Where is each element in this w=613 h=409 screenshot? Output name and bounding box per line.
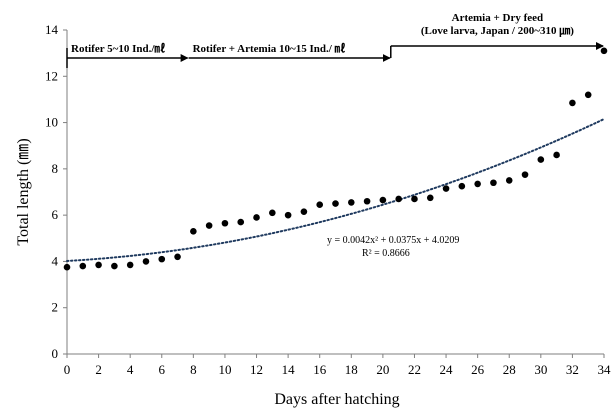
y-axis-title: Total length (㎜)	[15, 138, 32, 245]
data-point	[442, 185, 450, 192]
data-point	[237, 218, 245, 226]
data-point	[79, 262, 87, 270]
data-point	[284, 211, 292, 219]
data-point	[63, 263, 71, 271]
y-tick-label: 2	[52, 300, 59, 315]
x-tick-label: 18	[345, 362, 358, 377]
data-points	[63, 47, 608, 271]
data-point	[490, 179, 497, 187]
data-point	[584, 91, 592, 99]
data-point	[221, 219, 229, 227]
data-point	[316, 201, 324, 209]
data-point	[569, 99, 576, 107]
data-point	[347, 199, 355, 206]
y-tick-label: 0	[52, 346, 59, 361]
y-tick-label: 14	[45, 22, 59, 37]
data-point	[126, 261, 134, 269]
data-point	[363, 197, 371, 205]
x-axis-ticks: 0 2 4 6 8 10 12 14 16 18 20 22 24 26 28 30 32 34	[64, 354, 611, 377]
data-point	[332, 200, 339, 207]
trendline-group	[66, 118, 605, 262]
data-point	[553, 151, 560, 159]
y-tick-label: 12	[45, 68, 58, 83]
x-tick-label: 28	[503, 362, 516, 377]
x-tick-label: 4	[127, 362, 134, 377]
x-tick-label: 16	[313, 362, 327, 377]
y-tick-label: 10	[45, 115, 58, 130]
data-point	[300, 208, 308, 215]
trendline-r-squared: R² = 0.8666	[362, 248, 410, 259]
x-tick-label: 32	[566, 362, 579, 377]
data-point	[174, 253, 181, 261]
x-tick-label: 14	[282, 362, 296, 377]
x-tick-label: 12	[250, 362, 263, 377]
phase-label: Artemia + Dry feed	[452, 12, 543, 24]
y-tick-label: 4	[52, 253, 59, 268]
x-tick-label: 24	[440, 362, 454, 377]
x-tick-label: 34	[598, 362, 612, 377]
data-point	[205, 222, 213, 229]
phase-label: Rotifer 5~10 Ind./㎖	[71, 42, 165, 55]
y-tick-label: 8	[52, 161, 59, 176]
data-point	[521, 171, 529, 178]
data-point	[269, 209, 276, 217]
y-tick-label: 6	[52, 207, 59, 222]
trendline-equation: y = 0.0042x² + 0.0375x + 4.0209	[327, 235, 459, 246]
x-tick-label: 30	[534, 362, 547, 377]
x-tick-label: 20	[376, 362, 389, 377]
data-point	[395, 195, 402, 203]
data-point	[505, 177, 513, 184]
x-tick-label: 6	[159, 362, 166, 377]
x-tick-label: 26	[471, 362, 485, 377]
data-point	[411, 195, 418, 203]
x-tick-label: 22	[408, 362, 421, 377]
data-point	[158, 255, 166, 263]
data-point	[95, 261, 102, 269]
x-tick-label: 2	[95, 362, 102, 377]
trendline	[66, 118, 605, 262]
phase-label: Rotifer + Artemia 10~15 Ind./ ㎖	[193, 42, 346, 55]
data-point	[379, 196, 387, 204]
x-tick-label: 10	[218, 362, 231, 377]
data-point	[458, 182, 466, 190]
data-point	[190, 228, 197, 235]
data-point	[111, 262, 118, 270]
phase-label: (Love larva, Japan / 200~310 ㎛)	[421, 25, 574, 37]
x-tick-label: 8	[190, 362, 197, 377]
data-point	[253, 214, 260, 221]
data-point	[142, 258, 150, 265]
phase-annotations: Rotifer 5~10 Ind./㎖ Rotifer + Artemia 10~…	[66, 12, 604, 68]
axes	[66, 30, 604, 355]
data-point	[600, 47, 608, 55]
x-axis-title: Days after hatching	[274, 391, 399, 408]
y-axis-ticks: 0 2 4 6 8 10 12 14	[45, 22, 67, 361]
data-point	[426, 194, 434, 202]
data-point	[474, 180, 481, 188]
x-tick-label: 0	[64, 362, 71, 377]
data-point	[537, 156, 545, 163]
